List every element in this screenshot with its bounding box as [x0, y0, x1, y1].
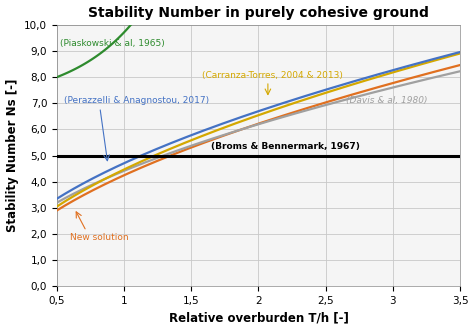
Text: (Carranza-Torres, 2004 & 2013): (Carranza-Torres, 2004 & 2013) — [202, 71, 343, 80]
Text: New solution: New solution — [70, 233, 129, 242]
X-axis label: Relative overburden T/h [-]: Relative overburden T/h [-] — [169, 312, 348, 324]
Text: (Davis & al, 1980): (Davis & al, 1980) — [346, 96, 428, 105]
Text: (Perazzelli & Anagnostou, 2017): (Perazzelli & Anagnostou, 2017) — [64, 96, 209, 105]
Y-axis label: Stability Number Ns [-]: Stability Number Ns [-] — [6, 79, 18, 232]
Text: (Piaskowski & al, 1965): (Piaskowski & al, 1965) — [60, 39, 164, 48]
Text: (Broms & Bennermark, 1967): (Broms & Bennermark, 1967) — [211, 142, 360, 151]
Title: Stability Number in purely cohesive ground: Stability Number in purely cohesive grou… — [88, 6, 429, 19]
